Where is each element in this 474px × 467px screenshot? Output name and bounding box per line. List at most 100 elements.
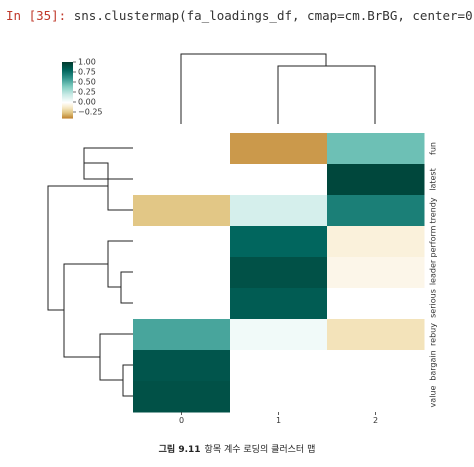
code-cell: In [35]: sns.clustermap(fa_loadings_df, … <box>6 8 474 23</box>
row-dendrogram-link <box>120 271 133 304</box>
colorbar-segment <box>62 62 73 64</box>
colorbar-segment <box>62 90 73 92</box>
colorbar-segment <box>62 62 73 65</box>
colorbar-segment <box>62 77 73 80</box>
colorbar-segment <box>62 111 73 113</box>
colorbar-tick-label: 0.00 <box>78 98 96 107</box>
heatmap-cell-trendy-2 <box>327 195 425 227</box>
colorbar-segment <box>62 63 73 66</box>
heatmap-cell-perform-1 <box>230 226 328 258</box>
colorbar-segment <box>62 73 73 75</box>
heatmap-cell-rebuy-2 <box>327 319 425 351</box>
row-label-value: value <box>429 386 438 408</box>
figure-caption-text: 항목 계수 로딩의 클러스터 맵 <box>204 445 316 455</box>
colorbar-segment <box>62 75 73 77</box>
colorbar-segment <box>62 114 73 116</box>
colorbar-segment <box>62 79 73 82</box>
row-label-rebuy: rebuy <box>429 323 438 346</box>
colorbar-segment <box>62 104 73 106</box>
colorbar-segment <box>62 89 73 91</box>
colorbar-segment <box>62 69 73 71</box>
colorbar-tick-label: 1.00 <box>78 58 96 67</box>
colorbar-segment <box>62 91 73 94</box>
colorbar-segment <box>62 88 73 90</box>
colorbar-tick-label: 0.25 <box>78 88 96 97</box>
colorbar-segment <box>62 92 73 95</box>
colorbar-segment <box>62 76 73 78</box>
heatmap-cell-value-1 <box>230 381 328 413</box>
row-dendrogram-link <box>47 185 108 311</box>
figure-caption: 그림 9.11 항목 계수 로딩의 클러스터 맵 <box>0 442 474 455</box>
row-dendrogram <box>47 147 133 397</box>
colorbar-segment <box>62 117 73 119</box>
colorbar-segment <box>62 70 73 72</box>
heatmap-cell-value-0 <box>133 381 231 413</box>
row-label-perform: perform <box>429 225 438 257</box>
colorbar-segment <box>62 83 73 85</box>
colorbar-segment <box>62 109 73 112</box>
col-label-2: 2 <box>373 416 378 425</box>
colorbar-segment <box>62 82 73 85</box>
colorbar-segment <box>62 68 73 71</box>
heatmap-cell-trendy-0 <box>133 195 231 227</box>
colorbar-tick-label: 0.50 <box>78 78 96 87</box>
colorbar-segment <box>62 107 73 110</box>
colorbar-segment <box>62 99 73 101</box>
colorbar-segment <box>62 115 73 117</box>
colorbar-segment <box>62 103 73 105</box>
heatmap-cell-fun-2 <box>327 133 425 165</box>
row-dendrogram-link <box>63 263 108 358</box>
colorbar-segment <box>62 80 73 83</box>
colorbar-segment <box>62 113 73 115</box>
colorbar-segment <box>62 93 73 96</box>
heatmap-cell-serious-2 <box>327 288 425 320</box>
heatmap-cell-fun-0 <box>133 133 231 165</box>
colorbar-segment <box>62 76 73 79</box>
heatmap-cell-leader-1 <box>230 257 328 289</box>
colorbar-segment <box>62 101 73 103</box>
colorbar-segment <box>62 94 73 97</box>
heatmap-cell-perform-2 <box>327 226 425 258</box>
colorbar-tick-label: 0.75 <box>78 68 96 77</box>
colorbar-segment <box>62 97 73 99</box>
col-label-1: 1 <box>276 416 281 425</box>
heatmap-cell-perform-0 <box>133 226 231 258</box>
row-dendrogram-link <box>99 333 133 381</box>
heatmap-cell-leader-2 <box>327 257 425 289</box>
colorbar-segment <box>62 100 73 102</box>
colorbar-segment <box>62 112 73 114</box>
heatmap-cell-bargain-0 <box>133 350 231 382</box>
colorbar-segment <box>62 74 73 76</box>
colorbar-segment <box>62 64 73 67</box>
colorbar-segment <box>62 108 73 111</box>
col-label-0: 0 <box>179 416 184 425</box>
heatmap-cell-latest-2 <box>327 164 425 196</box>
colorbar-segment <box>62 110 73 113</box>
figure-number: 그림 9.11 <box>158 445 201 455</box>
colorbar-segment <box>62 71 73 73</box>
row-label-fun: fun <box>429 142 438 155</box>
column-dendrogram <box>180 53 376 124</box>
colorbar-segment <box>62 95 73 98</box>
heatmap-cell-trendy-1 <box>230 195 328 227</box>
colorbar-segment <box>62 66 73 69</box>
colorbar-segment <box>62 116 73 118</box>
colorbar-segment <box>62 85 73 87</box>
colorbar-segment <box>62 102 73 104</box>
row-label-bargain: bargain <box>429 350 438 380</box>
colorbar-segment <box>62 78 73 81</box>
heatmap-cell-leader-0 <box>133 257 231 289</box>
colorbar-segment <box>62 67 73 70</box>
row-label-serious: serious <box>429 289 438 318</box>
row-label-leader: leader <box>429 259 438 285</box>
colorbar-segment <box>62 105 73 108</box>
heatmap-cell-fun-1 <box>230 133 328 165</box>
heatmap-cell-rebuy-0 <box>133 319 231 351</box>
clustermap-chart: 1.000.750.500.250.00−0.25 fun latest trend… <box>47 53 438 425</box>
row-label-trendy: trendy <box>429 197 438 223</box>
heatmap-cell-rebuy-1 <box>230 319 328 351</box>
heatmap-cell-value-2 <box>327 381 425 413</box>
row-label-latest: latest <box>429 168 438 191</box>
code-text: sns.clustermap(fa_loadings_df, cmap=cm.B… <box>73 8 474 23</box>
heatmap-cell-bargain-1 <box>230 350 328 382</box>
